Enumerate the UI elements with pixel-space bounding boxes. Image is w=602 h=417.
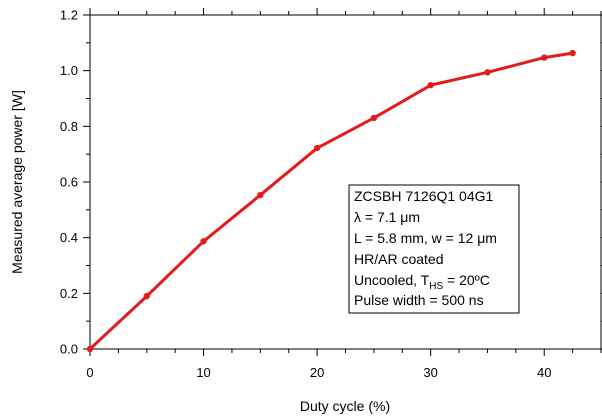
data-point: [541, 54, 548, 61]
annotation-box: ZCSBH 7126Q1 04G1 λ = 7.1 μm L = 5.8 mm,…: [348, 184, 520, 314]
data-point: [427, 81, 434, 89]
plot-frame: [89, 14, 602, 350]
y-tick-label: 0.6: [60, 175, 78, 190]
y-tick-label: 0.4: [60, 230, 78, 245]
data-point: [484, 69, 491, 76]
annotation-dimensions: L = 5.8 mm, w = 12 μm: [354, 230, 497, 246]
x-axis-label: Duty cycle (%): [300, 398, 390, 414]
data-point: [569, 49, 576, 57]
data-point: [257, 191, 264, 199]
data-point: [370, 114, 378, 122]
temp-suffix: = 20ºC: [443, 272, 490, 288]
x-tick-label: 0: [86, 365, 93, 380]
annotation-device-id: ZCSBH 7126Q1 04G1: [354, 188, 494, 204]
data-point: [200, 238, 207, 245]
annotation-temperature: Uncooled, THS = 20ºC: [354, 272, 490, 292]
annotation-coating: HR/AR coated: [354, 251, 443, 267]
temp-subscript: HS: [429, 281, 443, 292]
annotation-wavelength: λ = 7.1 μm: [354, 209, 420, 225]
series-line: [88, 51, 575, 351]
y-tick-label: 0.0: [60, 342, 78, 357]
annotation-pulse-width: Pulse width = 500 ns: [354, 292, 484, 308]
axes: 0 10 20 30 40 0.0 0.2 0.4 0.6 0.8 1.0 1.2: [60, 8, 602, 380]
y-axis-label: Measured average power [W]: [9, 90, 25, 274]
x-tick-label: 20: [310, 365, 324, 380]
wavelength-value: = 7.1 μm: [361, 209, 420, 225]
lambda-symbol: λ: [354, 209, 361, 225]
temp-prefix: Uncooled, T: [354, 272, 430, 288]
series-layer: [86, 49, 576, 353]
y-tick-label: 1.0: [60, 63, 78, 78]
y-tick-label: 1.2: [60, 8, 78, 23]
data-point: [143, 292, 150, 300]
y-tick-label: 0.8: [60, 119, 78, 134]
x-tick-label: 10: [196, 365, 210, 380]
x-tick-label: 30: [423, 365, 437, 380]
data-point: [86, 345, 94, 353]
annotation-frame: [348, 184, 520, 314]
data-point: [313, 144, 321, 152]
y-tick-label: 0.2: [60, 286, 78, 301]
x-tick-label: 40: [537, 365, 551, 380]
